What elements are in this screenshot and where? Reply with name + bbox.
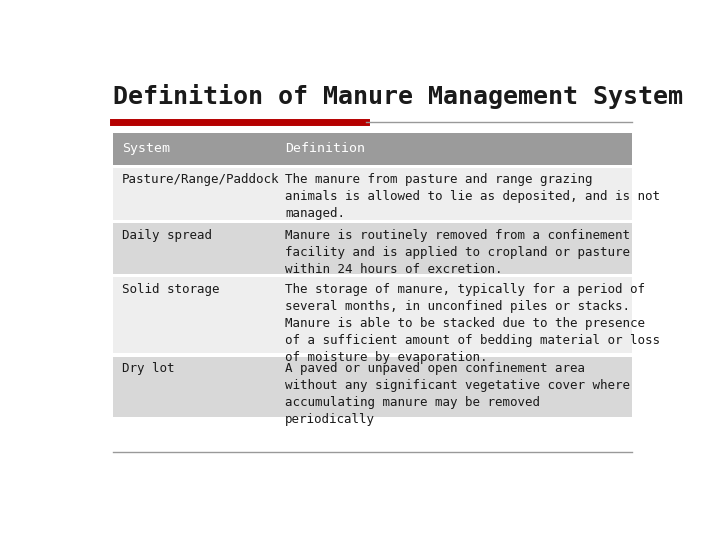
Text: Pasture/Range/Paddock: Pasture/Range/Paddock xyxy=(122,173,279,186)
Text: Daily spread: Daily spread xyxy=(122,228,212,241)
Text: Manure is routinely removed from a confinement
facility and is applied to cropla: Manure is routinely removed from a confi… xyxy=(285,228,630,275)
Bar xyxy=(277,357,632,417)
Bar xyxy=(114,277,277,353)
Bar xyxy=(277,133,632,165)
Text: Definition of Manure Management System: Definition of Manure Management System xyxy=(114,84,683,109)
Bar xyxy=(114,357,277,417)
Bar xyxy=(277,277,632,353)
Text: The storage of manure, typically for a period of
several months, in unconfined p: The storage of manure, typically for a p… xyxy=(285,282,660,363)
Text: A paved or unpaved open confinement area
without any significant vegetative cove: A paved or unpaved open confinement area… xyxy=(285,362,630,426)
Text: Dry lot: Dry lot xyxy=(122,362,174,375)
Bar xyxy=(114,133,277,165)
Bar xyxy=(114,168,277,220)
Text: System: System xyxy=(122,143,170,156)
Text: Definition: Definition xyxy=(285,143,365,156)
Bar xyxy=(114,223,277,274)
Text: Solid storage: Solid storage xyxy=(122,282,220,296)
Text: The manure from pasture and range grazing
animals is allowed to lie as deposited: The manure from pasture and range grazin… xyxy=(285,173,660,220)
Bar xyxy=(277,168,632,220)
Bar xyxy=(277,223,632,274)
